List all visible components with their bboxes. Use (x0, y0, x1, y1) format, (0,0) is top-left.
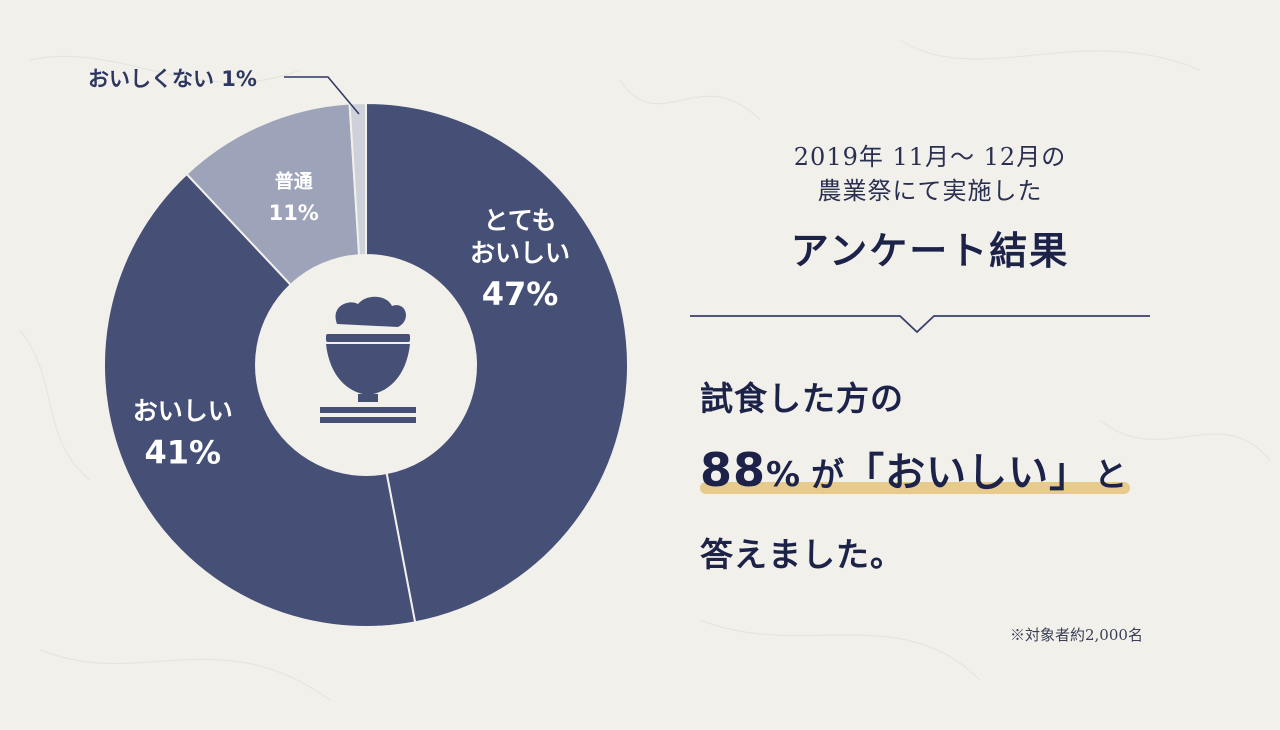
slice-label-3-line-1: 普通 (275, 170, 314, 193)
slice-percent-3: 11% (269, 201, 319, 225)
chart-slices (103, 101, 629, 628)
headline-particle: と (1094, 455, 1128, 494)
headline-percent: 88% (700, 443, 801, 497)
headline-line-1: 試食した方の (700, 379, 904, 418)
headline-line-3: 答えました。 (700, 535, 904, 574)
rice-bowl-icon (320, 296, 416, 423)
headline-line-2: 88% が「おいしい」と (700, 440, 1180, 500)
pie-slice-3 (185, 102, 361, 287)
callout: おいしくない 1% (88, 67, 360, 115)
slice-label-1-line-1: とても (483, 206, 556, 235)
pie-slice-2 (103, 172, 417, 628)
survey-meta-line-1: 2019年 11月〜 12月の (793, 143, 1067, 171)
callout-leader-line (284, 76, 360, 115)
survey-title: アンケート結果 (790, 229, 1070, 273)
headline-middle: が (811, 455, 845, 494)
survey-meta: 2019年 11月〜 12月の 農業祭にて実施した (680, 140, 1180, 208)
pie-slice-1 (365, 101, 629, 624)
slice-percent-2: 41% (144, 433, 221, 471)
results-panel: 2019年 11月〜 12月の 農業祭にて実施した アンケート結果 試食した方の… (680, 140, 1180, 574)
divider-pointer (690, 315, 1150, 334)
slice-percent-1: 47% (482, 275, 559, 313)
footnote: ※対象者約2,000名 (1010, 626, 1143, 644)
slice-label-1-line-2: おいしい (470, 238, 570, 267)
callout-label: おいしくない 1% (88, 67, 257, 91)
headline-percent-value: 88 (700, 443, 767, 497)
highlight-marker (700, 482, 1130, 494)
headline-percent-unit: % (766, 455, 802, 495)
headline-quote: 「おいしい」 (844, 450, 1091, 496)
survey-meta-line-2: 農業祭にて実施した (817, 177, 1043, 205)
slice-label-2-line-1: おいしい (133, 397, 233, 426)
pie-slice-4 (348, 101, 367, 257)
